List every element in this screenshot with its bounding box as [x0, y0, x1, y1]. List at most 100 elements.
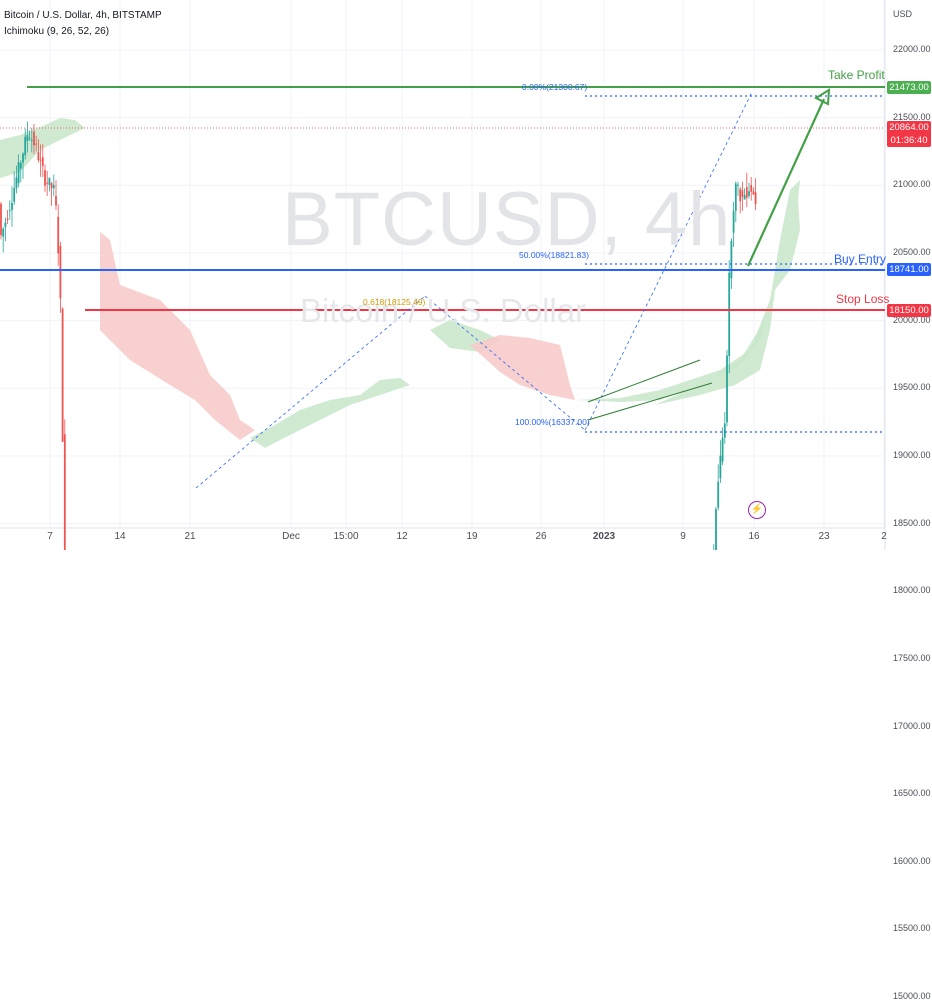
current-price-tag: 20864.00 01:36:40 — [887, 121, 931, 147]
price-axis-label: 19500.00 — [893, 382, 931, 393]
price-axis-label: 19000.00 — [893, 449, 931, 460]
candle-body — [732, 211, 735, 233]
fib-level-100: 100.00%(16337.00) — [515, 417, 590, 427]
candle-body — [17, 162, 20, 184]
candle-body — [737, 184, 739, 186]
channel-line-lower — [587, 382, 713, 421]
trend-line-dashed — [584, 91, 753, 431]
candle-body — [743, 195, 746, 200]
candle-body — [59, 245, 62, 299]
target-arrow — [746, 98, 826, 267]
candle-body — [741, 190, 744, 197]
chart-title[interactable]: Bitcoin / U.S. Dollar, 4h, BITSTAMP — [4, 10, 162, 21]
candle-body — [33, 131, 35, 146]
time-axis-label: 14 — [114, 531, 126, 542]
candle-body — [723, 423, 726, 438]
chart-canvas[interactable] — [0, 0, 932, 550]
fib-level-50: 50.00%(18821.83) — [519, 250, 589, 260]
time-axis-label: 23 — [818, 531, 830, 542]
description-watermark: Bitcoin / U.S. Dollar — [300, 292, 587, 329]
candle-body — [717, 481, 720, 508]
indicator-legend[interactable]: Ichimoku (9, 26, 52, 26) — [4, 26, 110, 37]
fib-level-0: 0.00%(21300.67) — [522, 82, 588, 92]
candle-body — [8, 210, 11, 212]
current-price: 20864.00 — [889, 122, 929, 133]
time-axis-label: 21 — [184, 531, 196, 542]
candle-body — [4, 222, 7, 228]
candle-body — [22, 153, 24, 163]
candle-body — [750, 184, 753, 192]
price-axis-label: 21000.00 — [893, 179, 931, 190]
candle-body — [719, 455, 722, 479]
candle-body — [44, 170, 46, 186]
candle-body — [715, 508, 717, 550]
price-axis-label: 22000.00 — [893, 44, 931, 54]
price-axis-label: 21500.00 — [893, 111, 931, 122]
candle-body — [745, 187, 748, 198]
price-axis-label: 18500.00 — [893, 517, 931, 528]
price-axis-label: 15000.00 — [893, 991, 931, 1001]
candle-body — [734, 183, 737, 211]
candle-body — [15, 177, 18, 189]
take-profit-price-tag: 21473.00 — [887, 81, 931, 94]
stop-loss-price-tag: 18150.00 — [887, 304, 931, 317]
time-axis-label: 2 — [881, 531, 887, 542]
target-arrowhead — [813, 88, 831, 106]
candle-body — [739, 188, 742, 202]
time-axis-label: 26 — [535, 531, 547, 542]
price-axis-label: 18000.00 — [893, 585, 931, 596]
trend-line-dashed — [195, 295, 426, 489]
candle-body — [721, 438, 724, 462]
time-axis-label: 16 — [748, 531, 760, 542]
candle-body — [41, 157, 44, 166]
candle-body — [726, 355, 728, 423]
candle-body — [57, 216, 60, 254]
price-axis-label: 16000.00 — [893, 855, 931, 866]
candle-body — [63, 434, 66, 550]
candle-body — [11, 202, 13, 210]
time-axis-label: Dec — [282, 531, 300, 542]
candle-body — [752, 191, 755, 195]
ichimoku-cloud — [250, 378, 410, 448]
candle-body — [26, 135, 29, 142]
candle-body — [13, 188, 16, 202]
candle-body — [50, 183, 53, 189]
time-axis-label: 12 — [396, 531, 408, 542]
price-axis-label: 17500.00 — [893, 652, 931, 663]
candle-body — [39, 159, 42, 161]
take-profit-label[interactable]: Take Profit — [828, 68, 885, 82]
price-axis-label: 15500.00 — [893, 923, 931, 934]
price-axis-label: 16500.00 — [893, 788, 931, 799]
time-axis-label: 19 — [466, 531, 478, 542]
candle-body — [728, 272, 731, 356]
candle-body — [2, 228, 5, 237]
ichimoku-cloud — [100, 232, 255, 440]
candle-body — [61, 308, 64, 442]
candle-body — [48, 177, 51, 185]
candle-body — [754, 192, 757, 205]
candle-body — [6, 218, 9, 221]
trend-line-dashed — [424, 295, 586, 431]
price-axis-label: 20000.00 — [893, 314, 931, 325]
symbol-watermark: BTCUSD, 4h — [282, 177, 732, 262]
candle-body — [0, 203, 2, 236]
time-axis-label: 15:00 — [333, 531, 359, 542]
candle-body — [30, 139, 33, 142]
candle-body — [24, 136, 27, 156]
price-axis-label: 17000.00 — [893, 720, 931, 731]
time-axis-label: 2023 — [592, 531, 616, 542]
lightning-icon[interactable]: ⚡ — [748, 501, 766, 519]
price-axis-label: 20500.00 — [893, 246, 931, 257]
candle-body — [46, 182, 49, 184]
fib-level-0618: 0.618(18125.49) — [363, 297, 426, 307]
bar-countdown: 01:36:40 — [890, 135, 928, 146]
candle-body — [19, 162, 22, 169]
buy-entry-label[interactable]: Buy Entry — [834, 252, 887, 266]
candle-body — [28, 138, 31, 140]
stop-loss-label[interactable]: Stop Loss — [836, 292, 890, 306]
candle-body — [55, 196, 57, 206]
candle-body — [52, 184, 55, 189]
buy-entry-price-tag: 18741.00 — [887, 263, 931, 276]
ichimoku-cloud — [470, 335, 575, 400]
candle-body — [748, 191, 750, 197]
